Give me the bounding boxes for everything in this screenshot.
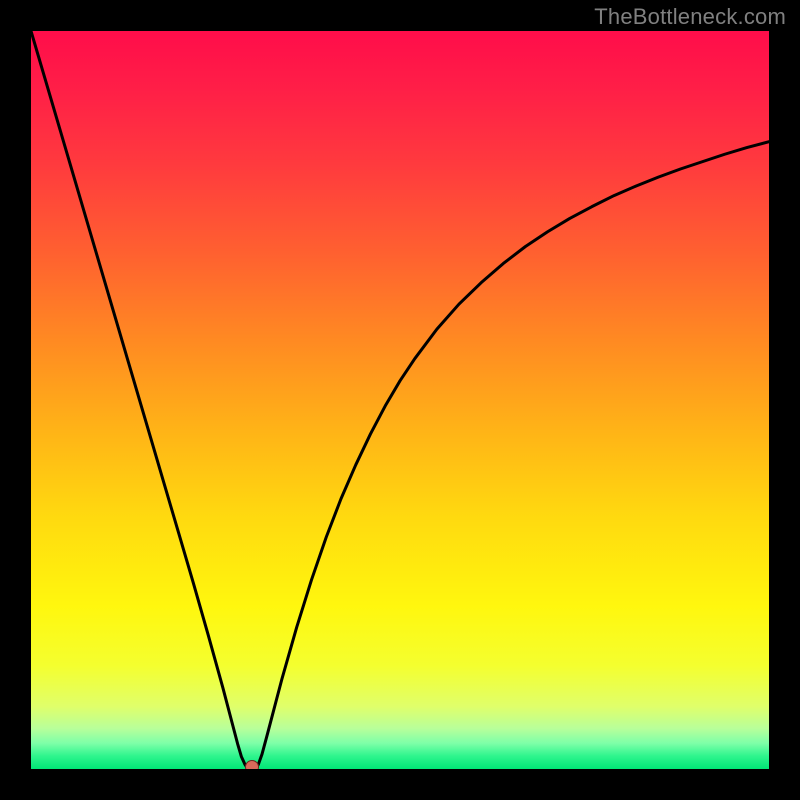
curve-svg	[31, 31, 769, 769]
optimum-marker	[245, 760, 259, 769]
bottleneck-curve	[31, 31, 769, 769]
plot-area	[31, 31, 769, 769]
watermark-text: TheBottleneck.com	[594, 4, 786, 30]
